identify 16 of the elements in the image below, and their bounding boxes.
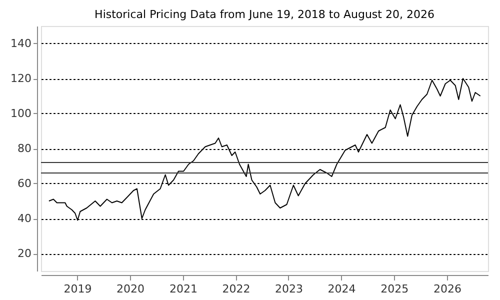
y-tick-label: 40 [18, 212, 32, 225]
x-tick-label: 2020 [116, 282, 145, 296]
x-tick-label: 2021 [169, 282, 198, 296]
x-tick-label: 2026 [433, 282, 462, 296]
chart-title: Historical Pricing Data from June 19, 2018 to August 20, 2026 [94, 8, 434, 21]
y-tick-label: 60 [18, 177, 32, 190]
y-tick-label: 80 [18, 142, 32, 155]
y-tick-label: 120 [10, 72, 32, 85]
y-tick-label: 140 [10, 37, 32, 50]
x-tick-label: 2024 [328, 282, 356, 296]
y-tick-label: 100 [10, 107, 32, 120]
x-tick-label: 2025 [380, 282, 409, 296]
x-tick-label: 2022 [222, 282, 250, 296]
x-tick-label: 2019 [64, 282, 92, 296]
y-tick-label: 20 [18, 247, 32, 260]
x-tick-label: 2023 [275, 282, 303, 296]
